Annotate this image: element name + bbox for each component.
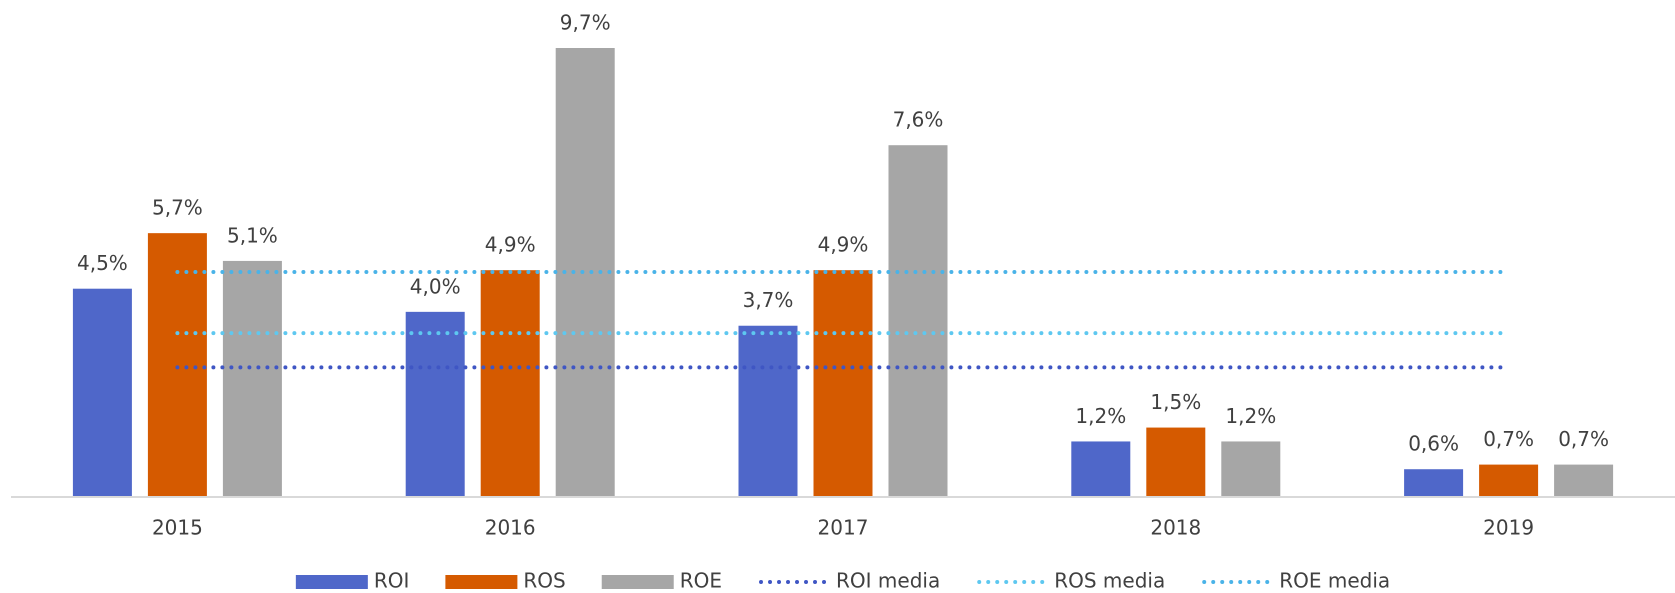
legend-swatch <box>601 575 674 589</box>
data-label: 7,6% <box>893 108 944 132</box>
x-tick-label: 2019 <box>1483 516 1534 540</box>
legend-label: ROI <box>374 569 410 593</box>
bar <box>813 270 873 497</box>
bar <box>738 325 798 497</box>
bar <box>147 233 207 497</box>
legend-label: ROI media <box>836 569 940 593</box>
x-tick-label: 2017 <box>818 516 869 540</box>
legend-label: ROE <box>680 569 722 593</box>
bar <box>888 145 948 498</box>
bar <box>1146 427 1206 497</box>
data-label: 9,7% <box>560 11 611 35</box>
bar <box>222 260 282 497</box>
data-label: 5,7% <box>152 196 203 220</box>
data-label: 4,9% <box>818 233 869 257</box>
x-tick-label: 2015 <box>152 516 203 540</box>
bar <box>480 270 540 497</box>
data-label: 0,7% <box>1483 427 1534 451</box>
data-label: 4,9% <box>485 233 536 257</box>
data-label: 1,5% <box>1150 390 1201 414</box>
data-label: 0,7% <box>1558 427 1609 451</box>
legend-label: ROE media <box>1279 569 1390 593</box>
bar <box>1221 441 1281 497</box>
data-label: 0,6% <box>1408 432 1459 456</box>
legend-label: ROS <box>523 569 565 593</box>
data-label: 5,1% <box>227 223 278 247</box>
x-tick-label: 2016 <box>485 516 536 540</box>
legend-label: ROS media <box>1054 569 1165 593</box>
x-tick-label: 2018 <box>1150 516 1201 540</box>
data-label: 1,2% <box>1225 404 1276 428</box>
data-label: 1,2% <box>1075 404 1126 428</box>
bar <box>405 311 465 497</box>
bar <box>1071 441 1131 497</box>
data-label: 3,7% <box>743 288 794 312</box>
data-label: 4,0% <box>410 274 461 298</box>
bar <box>1479 464 1539 497</box>
legend-swatch <box>445 575 518 589</box>
legend-swatch <box>295 575 368 589</box>
bar <box>1404 469 1464 497</box>
data-label: 4,5% <box>77 251 128 275</box>
bar <box>1554 464 1614 497</box>
bar <box>72 288 132 497</box>
